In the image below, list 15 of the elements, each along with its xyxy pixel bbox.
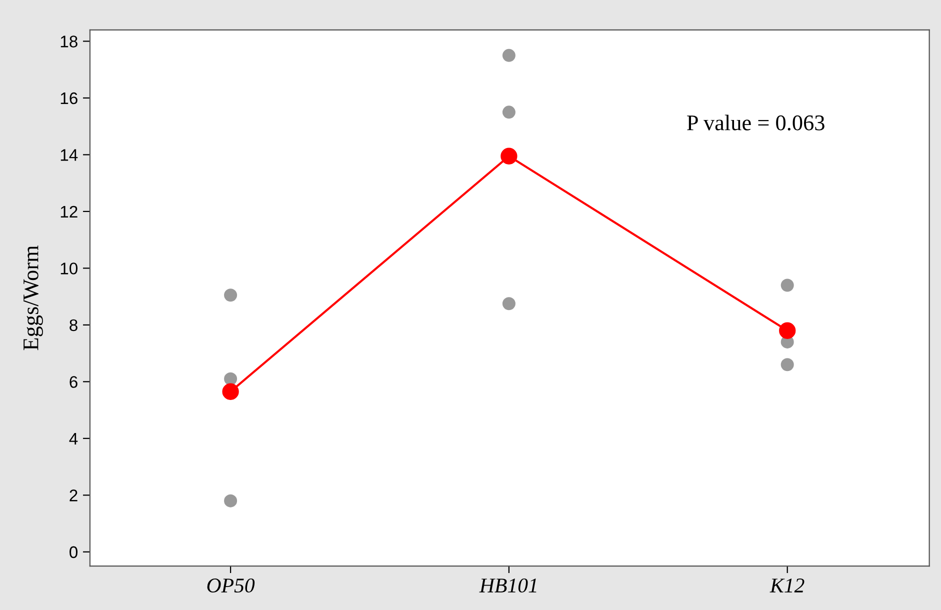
y-tick-label: 4 <box>69 432 78 444</box>
y-axis-title: Eggs/Worm <box>24 246 43 350</box>
x-tick-label: OP50 <box>207 578 255 593</box>
y-tick-label: 6 <box>70 376 78 388</box>
y-tick-label: 2 <box>70 490 78 502</box>
y-tick-label: 12 <box>60 206 78 218</box>
y-tick-label: 16 <box>60 92 78 104</box>
x-tick-label: K12 <box>770 578 804 592</box>
y-tick-label: 10 <box>60 262 78 274</box>
y-tick-label: 14 <box>60 149 78 161</box>
y-tick-label: 18 <box>60 36 78 48</box>
x-tick-label: HB101 <box>479 578 536 593</box>
y-tick-label: 8 <box>70 319 78 332</box>
y-tick-label: 0 <box>70 546 78 558</box>
annotation: P value = 0.063 <box>687 114 824 130</box>
